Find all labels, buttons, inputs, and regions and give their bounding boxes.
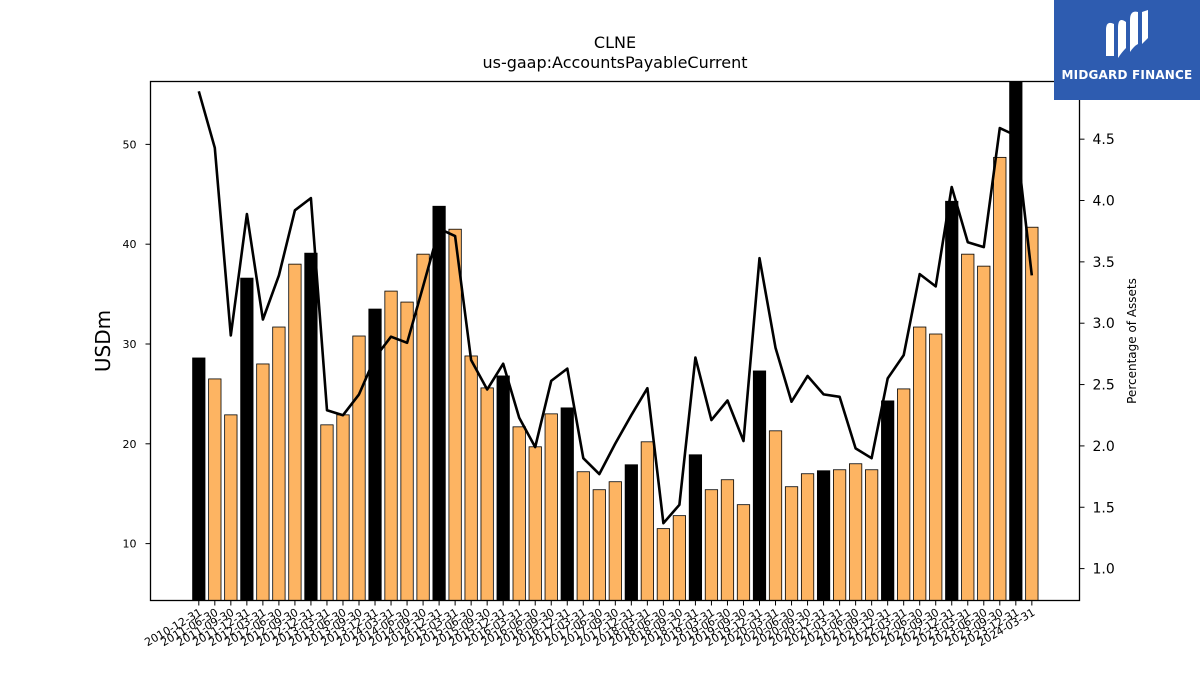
midgard-logo-icon [1106, 10, 1148, 58]
y-tick-label: 30 [123, 338, 137, 351]
y-axis-label: USDm [91, 310, 115, 372]
plot-frame [149, 80, 1081, 602]
bar-2023-03-31 [977, 265, 991, 601]
y2-tick-label: 2.5 [1093, 378, 1115, 394]
bar-2023-12-31 [1025, 226, 1039, 601]
bar-2017-03-31 [592, 489, 606, 601]
bar-2018-06-30 [672, 515, 687, 601]
bar-2015-12-31 [512, 426, 526, 601]
bar-2022-03-31 [913, 326, 927, 601]
bar-2020-06-30 [800, 473, 815, 601]
bar-2019-09-30 [752, 370, 767, 601]
bar-2016-12-31 [576, 471, 590, 601]
y2-tick-label: 2.0 [1093, 439, 1115, 455]
y2-tick-label: 1.0 [1093, 562, 1115, 578]
y-tick-label: 10 [123, 538, 137, 551]
bar-2011-09-30 [240, 277, 254, 601]
bar-series [192, 81, 1039, 601]
bar-2017-09-30 [624, 464, 638, 601]
bar-2021-06-30 [865, 469, 879, 601]
bar-2012-06-30 [288, 263, 302, 601]
bar-2016-06-30 [544, 413, 558, 601]
bar-2019-03-31 [720, 479, 735, 601]
bar-2016-09-30 [560, 407, 574, 601]
y2-tick-label: 4.5 [1093, 132, 1115, 148]
y-tick-label: 40 [123, 238, 137, 251]
y2-tick-label: 3.0 [1093, 316, 1115, 332]
y-axis-left: 10 20 30 40 50 [123, 138, 151, 551]
y2-tick-label: 1.5 [1093, 500, 1115, 516]
bar-2020-03-31 [784, 486, 799, 601]
chart-subtitle: us-gaap:AccountsPayableCurrent [482, 53, 747, 72]
bar-2017-06-30 [608, 481, 622, 601]
bar-2017-12-31 [640, 441, 654, 601]
bar-2021-09-30 [881, 400, 895, 601]
bar-2021-12-31 [897, 388, 911, 601]
bar-2013-06-30 [352, 335, 366, 601]
brand-logo: MIDGARD FINANCE [1054, 0, 1200, 100]
bar-2014-12-31 [448, 228, 462, 601]
bar-2011-12-31 [256, 363, 270, 601]
bar-2015-06-30 [480, 387, 494, 601]
bar-2014-03-31 [400, 301, 414, 601]
percentage-line [197, 90, 1034, 525]
y2-tick-label: 3.5 [1093, 255, 1115, 271]
bar-2012-03-31 [272, 326, 286, 601]
y-axis-right: 1.0 1.5 2.0 2.5 3.0 3.5 4.0 4.5 [1079, 132, 1115, 578]
chart-title: CLNE [594, 33, 636, 52]
bar-2018-03-31 [656, 528, 670, 601]
bar-2021-03-31 [849, 463, 863, 601]
bar-2011-06-30 [224, 414, 238, 601]
bar-2012-12-31 [320, 424, 334, 601]
bar-2013-03-31 [336, 414, 350, 601]
bar-2018-12-31 [704, 489, 719, 601]
bar-2020-09-30 [816, 470, 831, 601]
bar-2012-09-30 [304, 252, 318, 601]
bar-2018-09-30 [688, 454, 703, 601]
bar-2016-03-31 [528, 446, 542, 601]
x-axis: 2010-12-312011-06-302011-09-302011-12-31… [142, 600, 1037, 649]
bar-2019-06-30 [736, 504, 751, 601]
brand-name: MIDGARD FINANCE [1061, 68, 1193, 82]
bar-2015-09-30 [496, 375, 510, 601]
bar-2015-03-31 [464, 355, 478, 601]
bar-2011-03-31 [208, 378, 222, 601]
bar-2023-06-30 [993, 156, 1007, 601]
y2-axis-label: Percentage of Assets [1125, 278, 1139, 404]
line-series [197, 90, 1034, 525]
bar-2022-12-31 [961, 253, 975, 601]
bar-2022-06-30 [929, 333, 943, 601]
bar-2010-12-31 [192, 357, 206, 601]
y2-tick-label: 4.0 [1093, 194, 1115, 210]
bar-2022-09-30 [945, 200, 959, 601]
bar-2020-12-31 [833, 469, 847, 601]
y-tick-label: 20 [123, 438, 137, 451]
bar-2023-09-30 [1009, 81, 1023, 601]
bar-2019-12-31 [768, 430, 783, 601]
y-tick-label: 50 [123, 138, 137, 151]
bar-2014-09-30 [432, 205, 446, 601]
